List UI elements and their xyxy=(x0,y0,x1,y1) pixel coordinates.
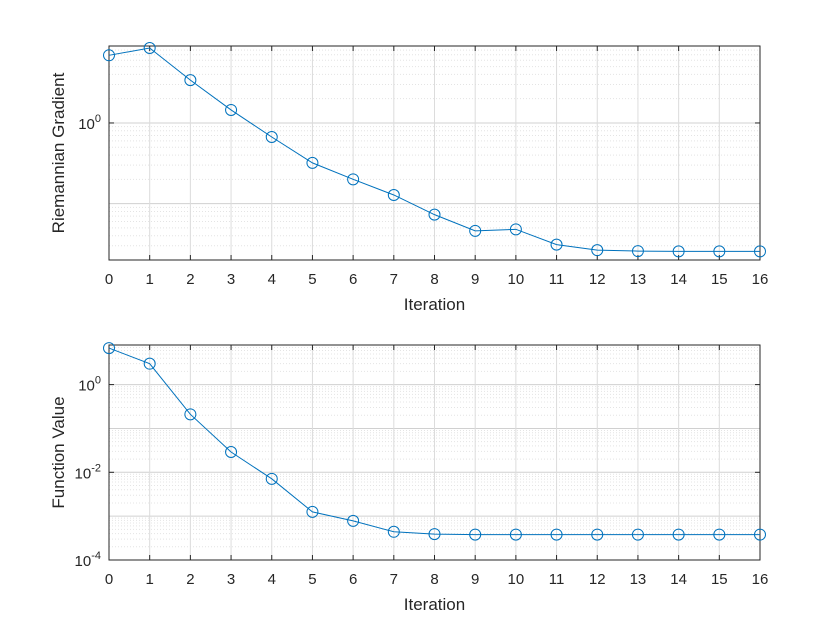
data-point xyxy=(469,528,482,541)
data-point xyxy=(184,74,197,87)
x-axis-label: Iteration xyxy=(404,295,465,314)
data-point xyxy=(103,342,115,355)
data-point xyxy=(265,472,278,485)
data-point xyxy=(306,156,319,169)
data-point xyxy=(428,208,441,221)
x-tick-label: 14 xyxy=(670,571,687,588)
data-point xyxy=(591,244,604,257)
data-point xyxy=(631,245,644,258)
x-tick-label: 2 xyxy=(186,271,194,288)
x-tick-label: 8 xyxy=(430,271,438,288)
data-point xyxy=(591,528,604,541)
x-tick-label: 0 xyxy=(105,271,113,288)
data-point xyxy=(631,528,644,541)
x-tick-label: 2 xyxy=(186,571,194,588)
data-point xyxy=(103,49,115,62)
data-point xyxy=(347,514,360,527)
data-point xyxy=(672,245,685,258)
data-point xyxy=(672,528,685,541)
x-tick-label: 6 xyxy=(349,271,357,288)
data-point xyxy=(225,103,238,116)
data-point xyxy=(347,173,360,186)
data-point xyxy=(754,528,766,541)
x-tick-label: 9 xyxy=(471,571,479,588)
x-tick-label: 6 xyxy=(349,571,357,588)
x-tick-label: 14 xyxy=(670,271,687,288)
x-tick-label: 16 xyxy=(752,571,769,588)
y-axis-label: Riemannian Gradient xyxy=(49,72,68,233)
x-tick-label: 4 xyxy=(268,271,276,288)
data-point xyxy=(265,130,278,143)
x-tick-label: 15 xyxy=(711,271,728,288)
y-tick-label: 100 xyxy=(78,375,101,395)
x-tick-label: 12 xyxy=(589,571,606,588)
data-point xyxy=(387,525,400,538)
chart-1: 0 1 2 3 4 5 6 7 8 9 10 11 12 13 14 15 16100IterationRiem… xyxy=(49,42,769,314)
x-tick-label: 8 xyxy=(430,571,438,588)
x-tick-label: 5 xyxy=(308,271,316,288)
x-tick-label: 15 xyxy=(711,571,728,588)
x-tick-label: 3 xyxy=(227,271,235,288)
data-point xyxy=(225,446,238,459)
y-tick-label: 10-2 xyxy=(75,462,101,482)
series-line xyxy=(108,47,760,252)
x-axis-label: Iteration xyxy=(404,595,465,614)
x-tick-label: 13 xyxy=(630,571,647,588)
data-point xyxy=(184,408,197,421)
x-tick-label: 16 xyxy=(752,271,769,288)
data-point xyxy=(754,245,766,258)
x-tick-label: 10 xyxy=(508,271,525,288)
x-tick-label: 4 xyxy=(268,571,276,588)
x-tick-label: 13 xyxy=(630,271,647,288)
series-line xyxy=(108,347,760,536)
x-tick-label: 10 xyxy=(508,571,525,588)
x-tick-label: 1 xyxy=(146,271,154,288)
x-tick-label: 12 xyxy=(589,271,606,288)
y-tick-label: 100 xyxy=(78,113,101,133)
data-point xyxy=(713,528,726,541)
data-point xyxy=(550,528,563,541)
data-point xyxy=(428,528,441,541)
data-point xyxy=(306,505,319,518)
data-point xyxy=(469,224,482,237)
x-tick-label: 7 xyxy=(390,571,398,588)
data-point xyxy=(387,188,400,201)
x-tick-label: 1 xyxy=(146,571,154,588)
data-point xyxy=(550,238,563,251)
chart-2: 0 1 2 3 4 5 6 7 8 9 10 11 12 13 14 15 1610010-210-4Itera… xyxy=(49,342,769,614)
data-point xyxy=(509,223,522,236)
x-tick-label: 11 xyxy=(549,271,565,288)
data-point xyxy=(713,245,726,258)
x-tick-label: 0 xyxy=(105,571,113,588)
grid-lines xyxy=(108,45,761,261)
data-point xyxy=(143,357,156,370)
x-tick-label: 9 xyxy=(471,271,479,288)
data-point xyxy=(143,42,156,55)
data-point xyxy=(509,528,522,541)
x-tick-label: 11 xyxy=(549,571,565,588)
y-tick-label: 10-4 xyxy=(75,550,101,570)
grid-lines xyxy=(108,344,761,561)
y-axis-label: Function Value xyxy=(49,396,68,508)
x-tick-label: 7 xyxy=(390,271,398,288)
x-tick-label: 3 xyxy=(227,571,235,588)
x-tick-label: 5 xyxy=(308,571,316,588)
